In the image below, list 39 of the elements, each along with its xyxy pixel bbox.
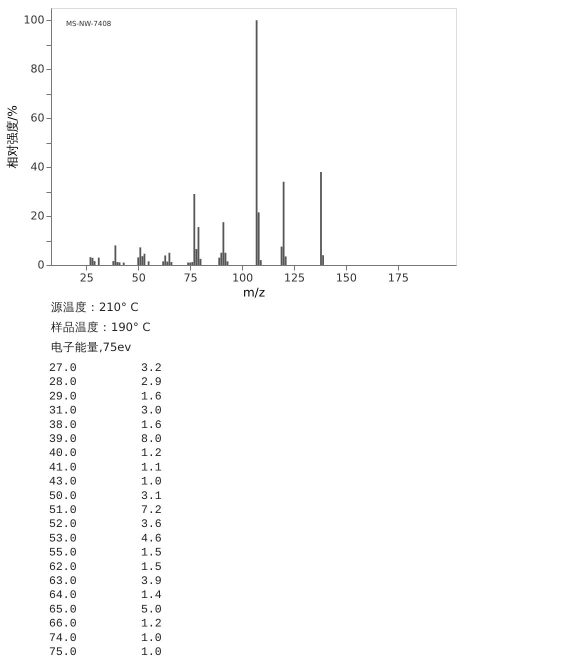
text: 66.0 1.2 xyxy=(49,618,162,631)
text: 64.0 1.4 xyxy=(49,589,162,602)
text: 31.0 3.0 xyxy=(49,404,162,418)
text: 63.0 3.9 xyxy=(49,575,162,588)
x-tick-label: 25 xyxy=(80,272,94,284)
y-tick-label: 100 xyxy=(24,14,44,27)
y-tick-label: 60 xyxy=(30,112,44,125)
text: 74.0 1.0 xyxy=(49,632,162,645)
x-tick-label: 150 xyxy=(336,272,357,284)
x-tick-label: 175 xyxy=(388,272,409,284)
text: 75.0 1.0 xyxy=(49,646,162,659)
text: 62.0 1.5 xyxy=(49,560,162,574)
x-tick-label: 125 xyxy=(284,272,305,284)
text: 55.0 1.5 xyxy=(49,546,162,560)
x-axis-title: m/z xyxy=(242,286,266,300)
text: 27.0 3.2 xyxy=(49,362,162,375)
text: 源温度：210° C xyxy=(51,300,138,314)
y-axis-title: 相对强度/% xyxy=(6,105,20,169)
text: 29.0 1.6 xyxy=(49,390,162,404)
text: 41.0 1.1 xyxy=(49,461,162,474)
x-tick-label: 100 xyxy=(232,272,254,284)
text: 样品温度：190° C xyxy=(51,320,150,334)
text: 52.0 3.6 xyxy=(49,518,162,532)
y-tick-label: 40 xyxy=(30,160,44,174)
x-tick-label: 75 xyxy=(184,272,198,284)
text: 51.0 7.2 xyxy=(49,504,162,517)
text: 43.0 1.0 xyxy=(49,476,162,489)
y-tick-label: 0 xyxy=(38,258,44,272)
x-tick-label: 50 xyxy=(132,272,146,284)
text: 65.0 5.0 xyxy=(49,603,162,616)
text: 39.0 8.0 xyxy=(49,433,162,446)
y-tick-label: 80 xyxy=(30,62,44,76)
text: 28.0 2.9 xyxy=(49,376,162,390)
text: 53.0 4.6 xyxy=(49,532,162,546)
text: 38.0 1.6 xyxy=(49,418,162,432)
text: 50.0 3.1 xyxy=(49,490,162,503)
text: 40.0 1.2 xyxy=(49,447,162,460)
text: 电子能量,75ev xyxy=(51,340,132,354)
y-tick-label: 20 xyxy=(30,210,44,223)
